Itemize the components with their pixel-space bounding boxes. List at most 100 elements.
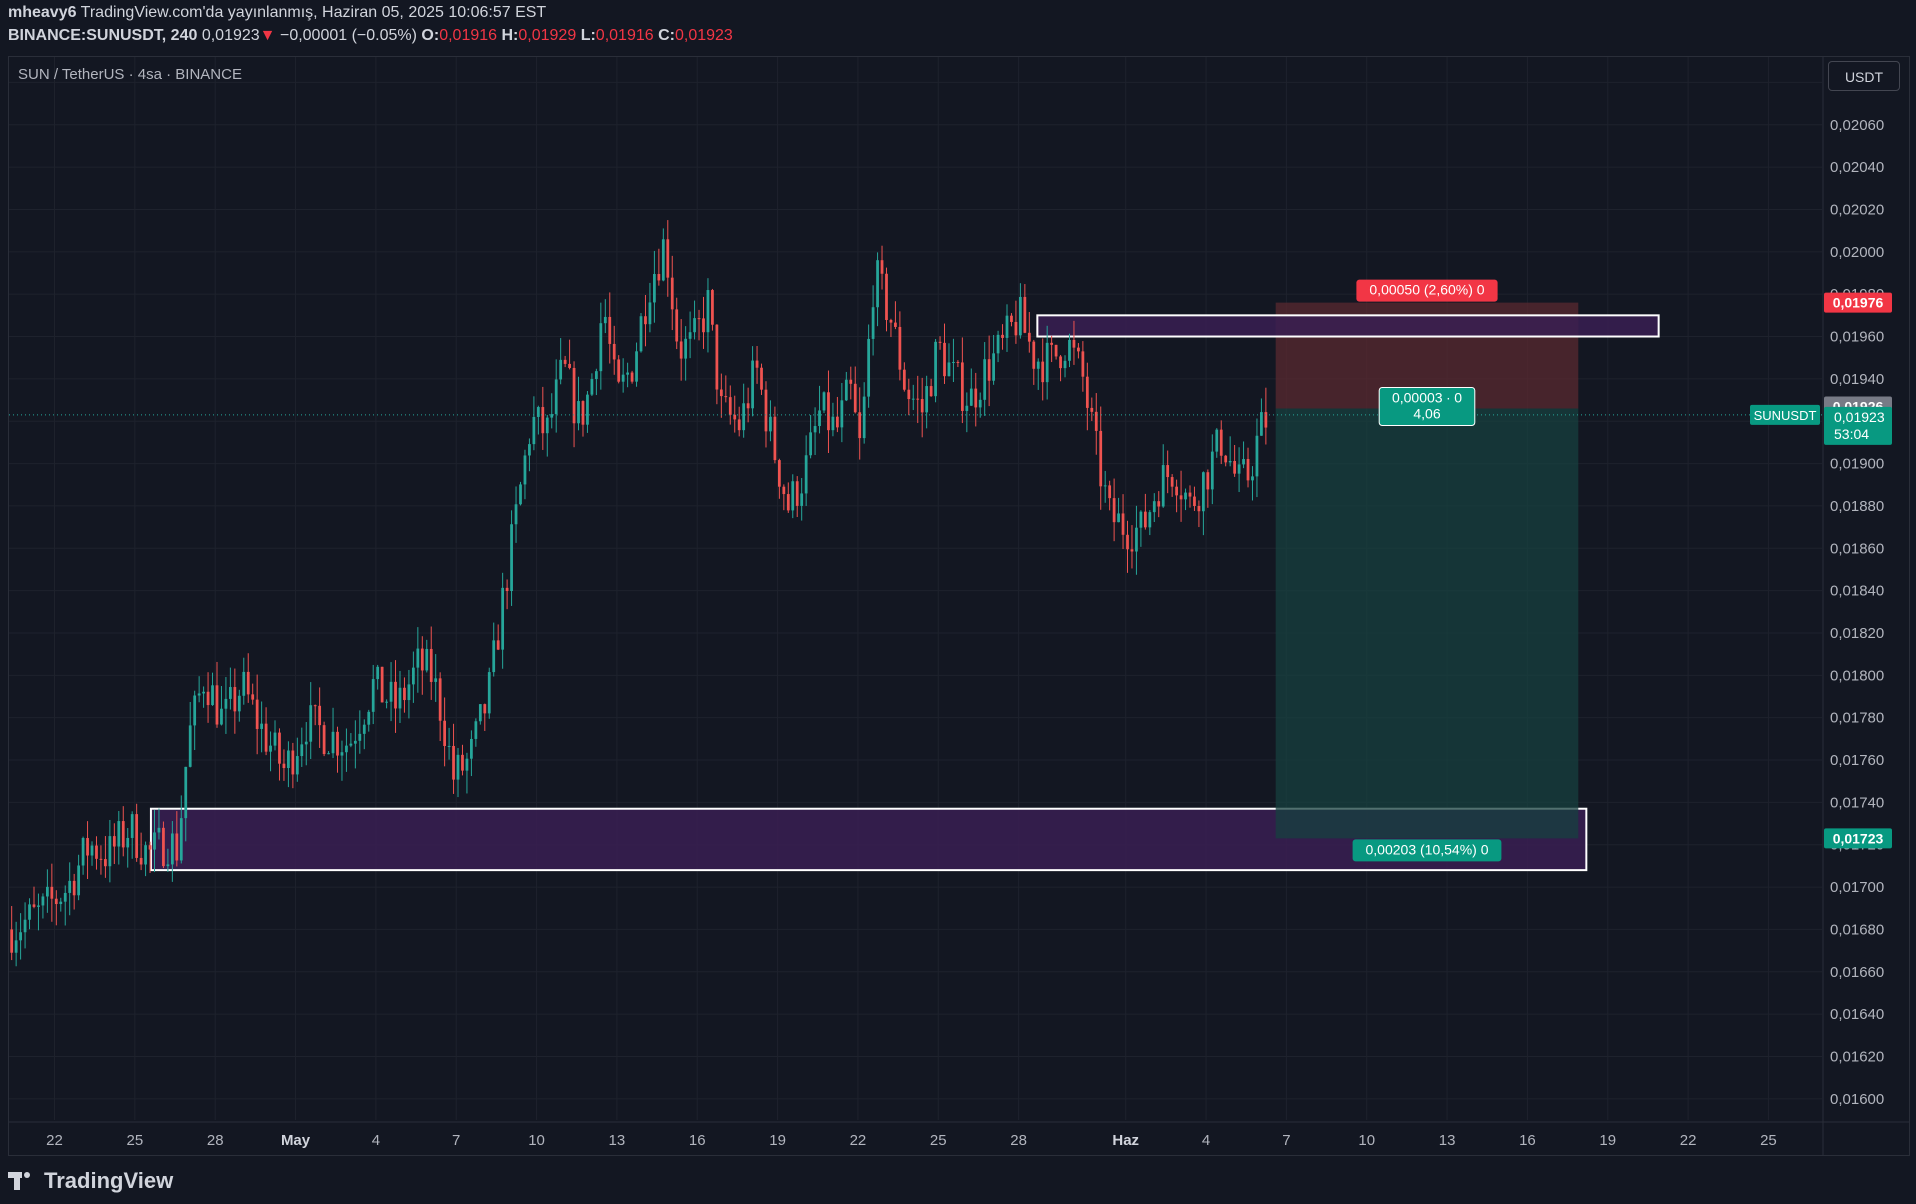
symbol-tag-bg xyxy=(1750,404,1820,425)
candle-body xyxy=(617,359,621,382)
candle-body xyxy=(144,845,147,865)
candle-body xyxy=(46,886,49,897)
candle-body xyxy=(1001,334,1004,338)
candle-body xyxy=(215,685,219,725)
y-tick-label: 0,01780 xyxy=(1830,710,1884,727)
candle-body xyxy=(1170,477,1174,487)
candle-body xyxy=(318,705,322,726)
candle-body xyxy=(50,886,54,899)
y-tick-label: 0,01640 xyxy=(1830,1006,1884,1023)
candle-body xyxy=(246,671,250,695)
close-label: C: xyxy=(658,27,675,44)
candle-body xyxy=(340,752,344,756)
candle-body xyxy=(1139,511,1143,528)
candle-body xyxy=(420,648,424,671)
candle-body xyxy=(974,388,978,408)
x-tick-label: 25 xyxy=(127,1132,144,1149)
candle-body xyxy=(336,731,339,756)
candle-body xyxy=(104,859,107,867)
tradingview-logo[interactable]: TradingView xyxy=(8,1168,173,1194)
candle-body xyxy=(934,341,937,397)
target-label: 0,00203 (10,54%) 0 xyxy=(1352,839,1502,862)
candle-body xyxy=(496,640,500,650)
publish-info: mheavy6 TradingView.com'da yayınlanmış, … xyxy=(8,4,546,22)
candle-body xyxy=(99,858,103,860)
candle-body xyxy=(505,587,509,592)
open-value: 0,01916 xyxy=(439,27,498,44)
candle-body xyxy=(1148,512,1152,528)
candle-body xyxy=(786,494,790,511)
candle-body xyxy=(635,351,638,382)
take-profit-area xyxy=(1275,408,1579,839)
stop-price-tag: 0,01976 xyxy=(1824,292,1892,313)
candle-body xyxy=(1130,549,1134,552)
candle-body xyxy=(211,685,214,706)
candle-body xyxy=(929,386,933,397)
y-tick-label: 0,01840 xyxy=(1830,583,1884,600)
candle-body xyxy=(1228,460,1232,463)
candle-body xyxy=(1027,332,1031,342)
low-value: 0,01916 xyxy=(595,27,654,44)
candle-body xyxy=(108,836,112,867)
candle-body xyxy=(898,326,902,370)
candle-body xyxy=(528,444,531,456)
candle-body xyxy=(327,753,330,755)
target-label-bg xyxy=(1352,839,1502,862)
candle-body xyxy=(1085,376,1089,408)
candle-body xyxy=(599,323,603,372)
price-change: −0,00001 (−0.05%) xyxy=(279,27,417,44)
candle-body xyxy=(1126,534,1129,550)
candle-body xyxy=(1251,476,1254,481)
candle-body xyxy=(519,484,522,505)
currency-button[interactable]: USDT xyxy=(1828,61,1900,91)
candle-body xyxy=(1152,501,1156,513)
high-label: H: xyxy=(501,27,519,44)
x-tick-label: 28 xyxy=(1010,1132,1027,1149)
candle-body xyxy=(621,374,625,382)
candle-body xyxy=(90,845,94,856)
countdown-text: 53:04 xyxy=(1834,426,1869,442)
candle-body xyxy=(965,405,969,411)
candle-body xyxy=(831,416,835,431)
symbol-info: BINANCE:SUNUSDT, 240 0,01923▼ −0,00001 (… xyxy=(8,27,733,45)
candle-body xyxy=(693,318,696,333)
candle-body xyxy=(188,725,192,767)
candle-body xyxy=(889,319,893,323)
candle-body xyxy=(434,678,438,682)
candle-body xyxy=(711,290,714,325)
candle-body xyxy=(1188,492,1192,497)
author-name[interactable]: mheavy6 xyxy=(8,4,77,21)
stop-price-tag-bg xyxy=(1824,292,1892,313)
candle-body xyxy=(1103,485,1107,487)
candle-body xyxy=(938,341,942,343)
candle-body xyxy=(1184,492,1187,500)
candle-body xyxy=(1081,351,1085,377)
x-tick-label: Haz xyxy=(1112,1132,1139,1149)
candle-body xyxy=(59,901,63,905)
candle-body xyxy=(429,648,433,682)
candle-body xyxy=(1255,435,1259,477)
current-price-tag-bg xyxy=(1824,406,1892,445)
candle-body xyxy=(1099,430,1103,487)
x-tick-label: 22 xyxy=(46,1132,63,1149)
candle-body xyxy=(443,720,447,746)
candle-body xyxy=(376,666,380,680)
candle-body xyxy=(398,687,402,709)
candle-body xyxy=(483,704,487,714)
time-axis: 22 25 28 May 4 7 10 13 16 19 22 25 28 Haz 4 7 10 13 16 19 22… xyxy=(46,1132,1777,1149)
candle-body xyxy=(1210,451,1214,490)
chart-pane[interactable] xyxy=(8,56,1910,1156)
candle-body xyxy=(304,741,308,745)
candle-body xyxy=(28,904,31,920)
candle-body xyxy=(77,865,81,896)
candle-body xyxy=(175,833,179,861)
candle-body xyxy=(197,693,201,696)
x-tick-label: 4 xyxy=(372,1132,380,1149)
candle-body xyxy=(590,379,594,395)
candle-body xyxy=(916,398,920,400)
candle-body xyxy=(54,898,58,905)
candle-body xyxy=(1010,315,1013,322)
candle-body xyxy=(728,397,732,415)
candle-body xyxy=(1224,455,1228,463)
